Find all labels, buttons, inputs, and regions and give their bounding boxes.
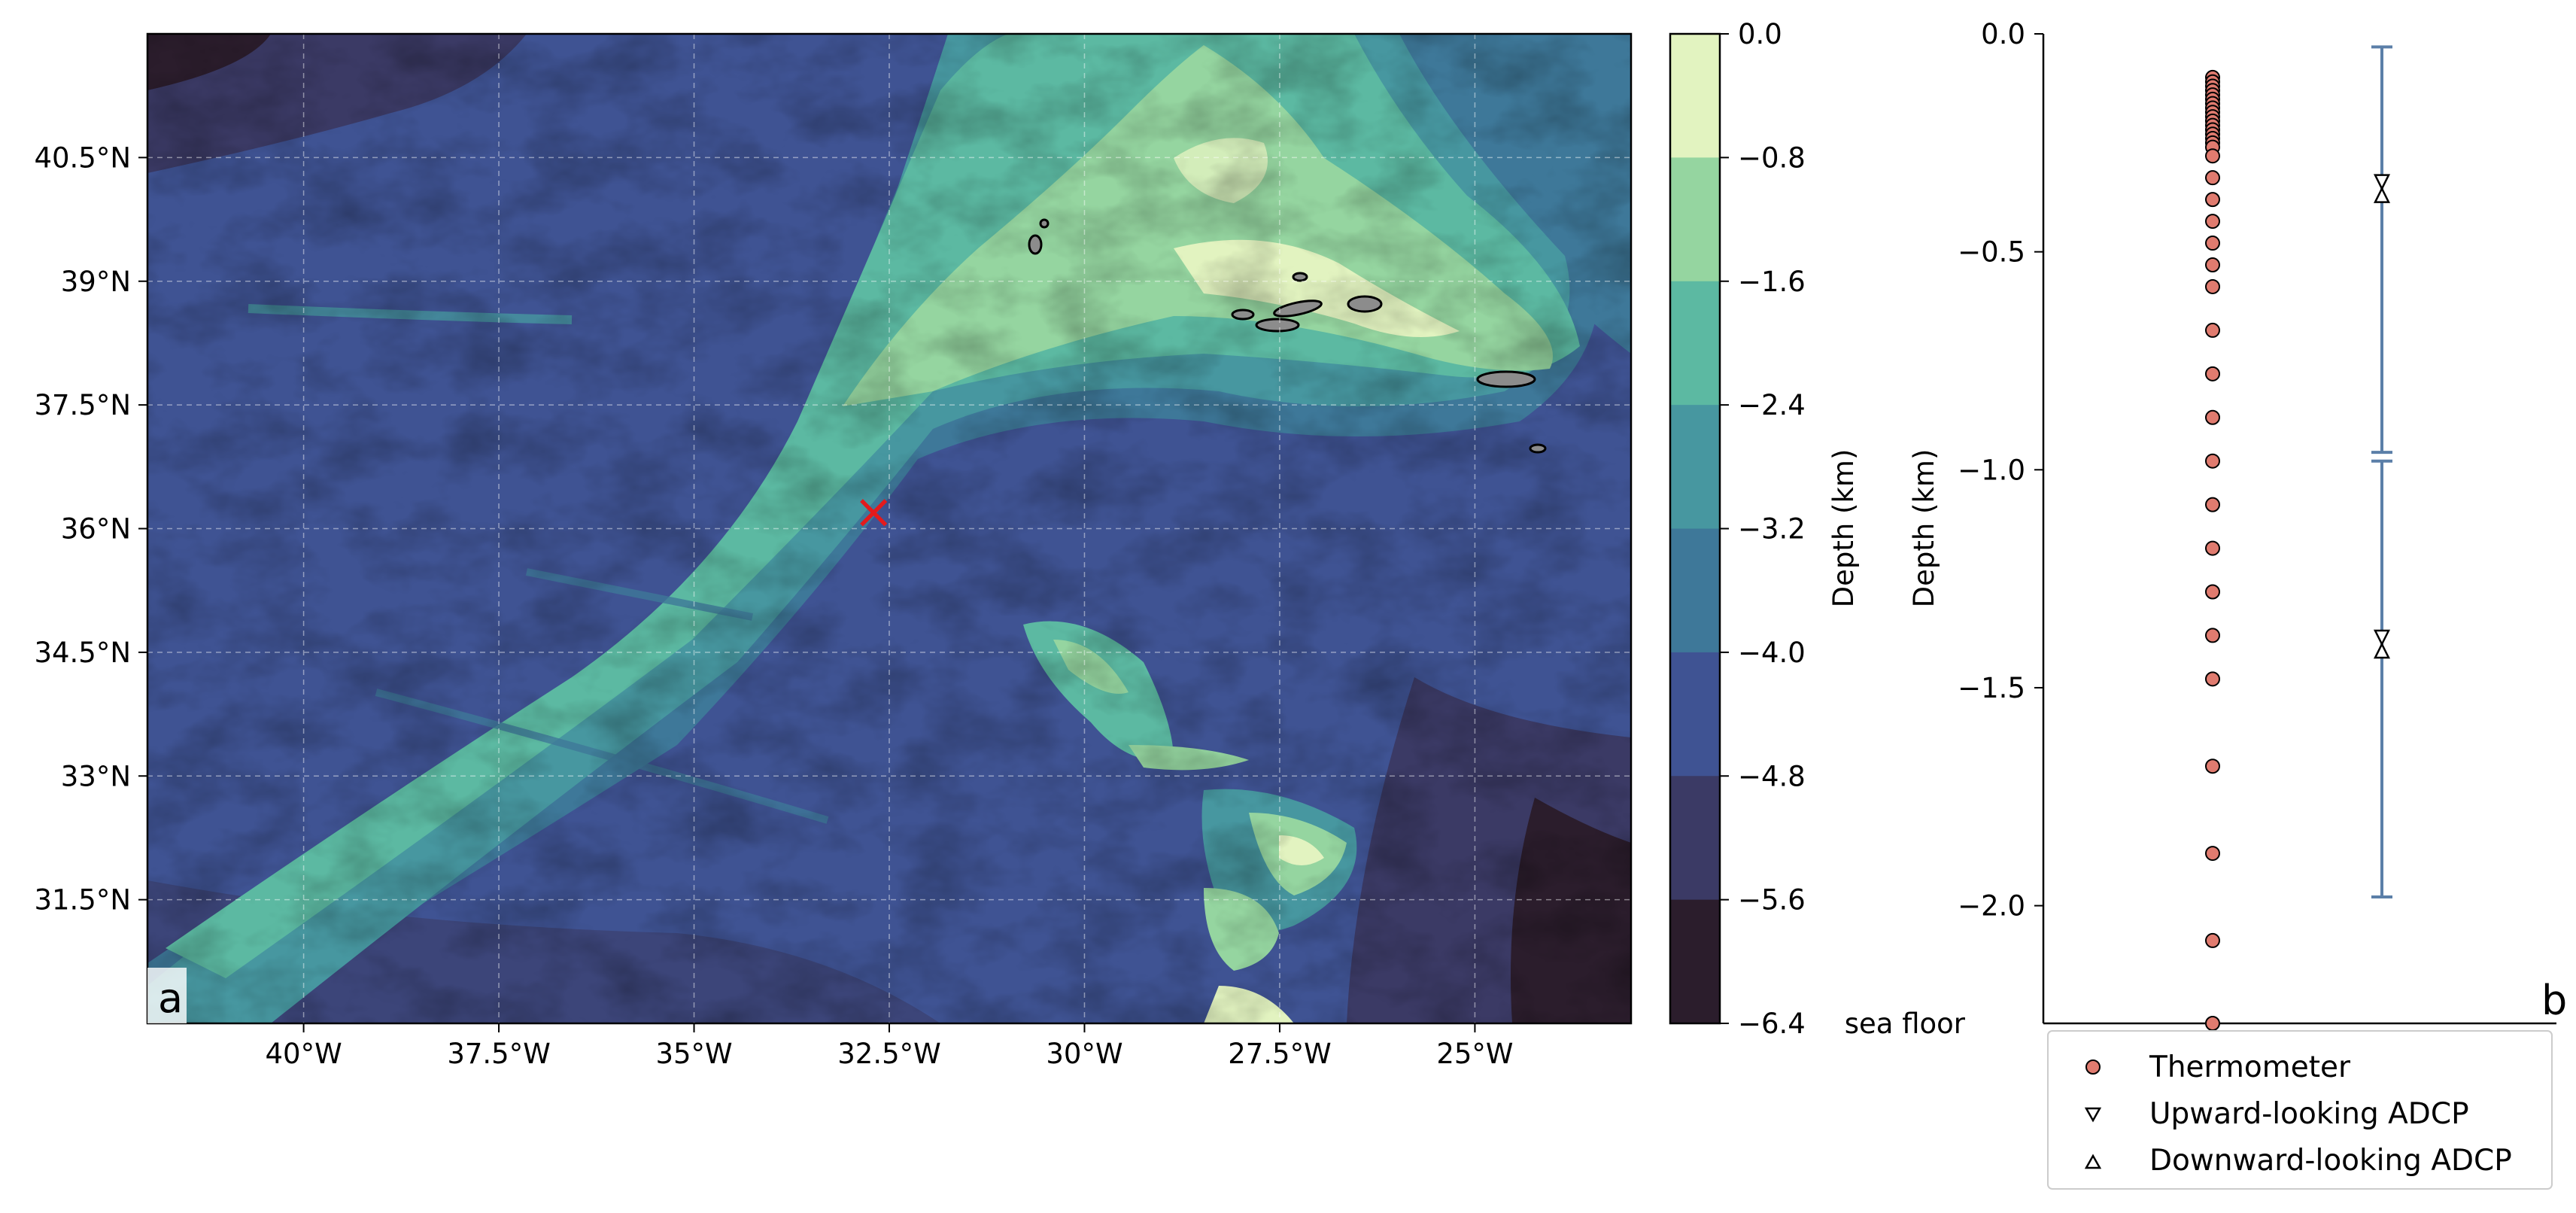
legend-thermometer-label: Thermometer	[2149, 1050, 2351, 1084]
y-tick-label: 34.5°N	[34, 637, 131, 669]
adcp-ranges	[2371, 45, 2392, 899]
colorbar-tick-label: −0.8	[1738, 141, 1806, 174]
depth-tick-label: −2.0	[1958, 890, 2025, 923]
x-tick-label: 37.5°W	[447, 1038, 550, 1070]
x-tick-label: 40°W	[265, 1038, 342, 1070]
legend-downward-adcp-marker	[2084, 1154, 2102, 1169]
thermometer-point	[2205, 192, 2220, 208]
thermometer-series	[2205, 69, 2220, 1031]
bathymetry-field: ×	[147, 34, 1631, 1023]
island-group	[1028, 218, 1547, 454]
y-tick-label: 39°N	[61, 266, 131, 298]
bathymetry-texture	[147, 34, 1631, 1023]
thermometer-point	[2205, 628, 2220, 643]
map-y-axis: 40.5°N 39°N 37.5°N 36°N 34.5°N 33°N 31.5°N	[34, 141, 147, 917]
island	[1529, 443, 1547, 454]
downward-adcp-marker	[2373, 642, 2391, 659]
island	[1255, 318, 1300, 333]
thermometer-point	[2205, 214, 2220, 230]
colorbar-segment	[1670, 34, 1720, 158]
colorbar-segment	[1670, 405, 1720, 529]
legend-downward-adcp-label: Downward-looking ADCP	[2149, 1144, 2512, 1178]
legend: Thermometer Upward-looking ADCP Downward…	[2047, 1030, 2553, 1190]
colorbar-segment	[1670, 652, 1720, 777]
y-tick-label: 33°N	[61, 760, 131, 792]
upward-adcp-marker	[2373, 186, 2391, 203]
thermometer-point	[2205, 366, 2220, 382]
thermometer-point	[2205, 148, 2220, 164]
island	[1347, 295, 1383, 313]
thermometer-point	[2205, 759, 2220, 774]
thermometer-point	[2205, 540, 2220, 556]
depth-tick-label: −1.0	[1958, 454, 2025, 486]
x-tick-label: 30°W	[1046, 1038, 1122, 1070]
thermometer-point	[2205, 409, 2220, 425]
thermometer-point	[2205, 257, 2220, 273]
island	[1273, 299, 1323, 318]
thermometer-point	[2205, 236, 2220, 251]
thermometer-point	[2205, 453, 2220, 469]
colorbar-tick-label: 0.0	[1738, 18, 1782, 50]
colorbar-tick-label: −5.6	[1738, 884, 1806, 917]
legend-upward-adcp-marker	[2084, 1107, 2102, 1123]
upward-adcp-marker	[2373, 174, 2391, 191]
depth-axis-ticks: 0.0 −0.5 −1.0 −1.5 −2.0	[1958, 18, 2043, 923]
colorbar-segment	[1670, 776, 1720, 901]
island	[1028, 234, 1043, 255]
panel-b-label: b	[2541, 977, 2567, 1024]
colorbar-segment	[1670, 281, 1720, 406]
colorbar-tick-label: −6.4	[1738, 1008, 1806, 1040]
y-tick-label: 36°N	[61, 513, 131, 546]
thermometer-point	[2205, 671, 2220, 687]
thermometer-point	[2205, 497, 2220, 512]
legend-upward-adcp-label: Upward-looking ADCP	[2149, 1097, 2469, 1131]
mooring-site-marker: ×	[853, 485, 894, 540]
depth-colorbar: 0.0 −0.8 −1.6 −2.4 −3.2 −4.0 −4.8 −5.6 −6.4	[1669, 18, 1806, 1040]
colorbar-tick-label: −4.0	[1738, 637, 1806, 669]
x-tick-label: 27.5°W	[1228, 1038, 1331, 1070]
thermometer-point	[2205, 584, 2220, 600]
colorbar-tick-label: −1.6	[1738, 266, 1806, 298]
mooring-diagram-panel: 0.0 −0.5 −1.0 −1.5 −2.0 sea floor Depth (km)…	[1845, 18, 2568, 1040]
thermometer-point	[2205, 278, 2220, 294]
colorbar-tick-label: −2.4	[1738, 389, 1806, 421]
thermometer-point	[2205, 170, 2220, 186]
panel-a-label: a	[158, 974, 183, 1022]
x-tick-label: 35°W	[655, 1038, 732, 1070]
map-x-axis: 40°W 37.5°W 35°W 32.5°W 30°W 27.5°W 25°W	[265, 1023, 1514, 1070]
y-tick-label: 31.5°N	[34, 884, 131, 917]
seafloor-label: sea floor	[1845, 1008, 1966, 1040]
y-tick-label: 40.5°N	[34, 141, 131, 174]
depth-tick-label: 0.0	[1981, 18, 2025, 50]
island	[1039, 218, 1050, 229]
colorbar-segment	[1670, 899, 1720, 1024]
colorbar-tick-label: −4.8	[1738, 760, 1806, 792]
legend-frame	[2047, 1030, 2553, 1190]
colorbar-segment	[1670, 157, 1720, 282]
thermometer-point	[2205, 932, 2220, 948]
colorbar-segment	[1670, 528, 1720, 653]
map-grid	[147, 34, 1631, 1023]
depth-tick-label: −1.5	[1958, 672, 2025, 704]
depth-tick-label: −0.5	[1958, 236, 2025, 269]
y-tick-label: 37.5°N	[34, 389, 131, 421]
depth-axis-label: Depth (km)	[1908, 449, 1940, 608]
colorbar-tick-label: −3.2	[1738, 513, 1806, 546]
thermometer-point	[2205, 846, 2220, 862]
island	[1292, 272, 1308, 282]
x-tick-label: 25°W	[1436, 1038, 1513, 1070]
thermometer-point	[2205, 322, 2220, 338]
panel-letter-bg	[147, 968, 187, 1023]
colorbar-label: Depth (km)	[1827, 449, 1860, 608]
x-tick-label: 32.5°W	[837, 1038, 940, 1070]
legend-thermometer-marker	[2085, 1059, 2101, 1075]
bathymetry-map-panel: × 40°W 37.5°W 35°W 32.5°W 30°W 27.5°W 25°W 40.…	[34, 32, 1633, 1070]
island	[1231, 309, 1255, 321]
thermometer-point	[2205, 1016, 2220, 1031]
island	[1476, 370, 1536, 388]
downward-adcp-marker	[2373, 629, 2391, 646]
